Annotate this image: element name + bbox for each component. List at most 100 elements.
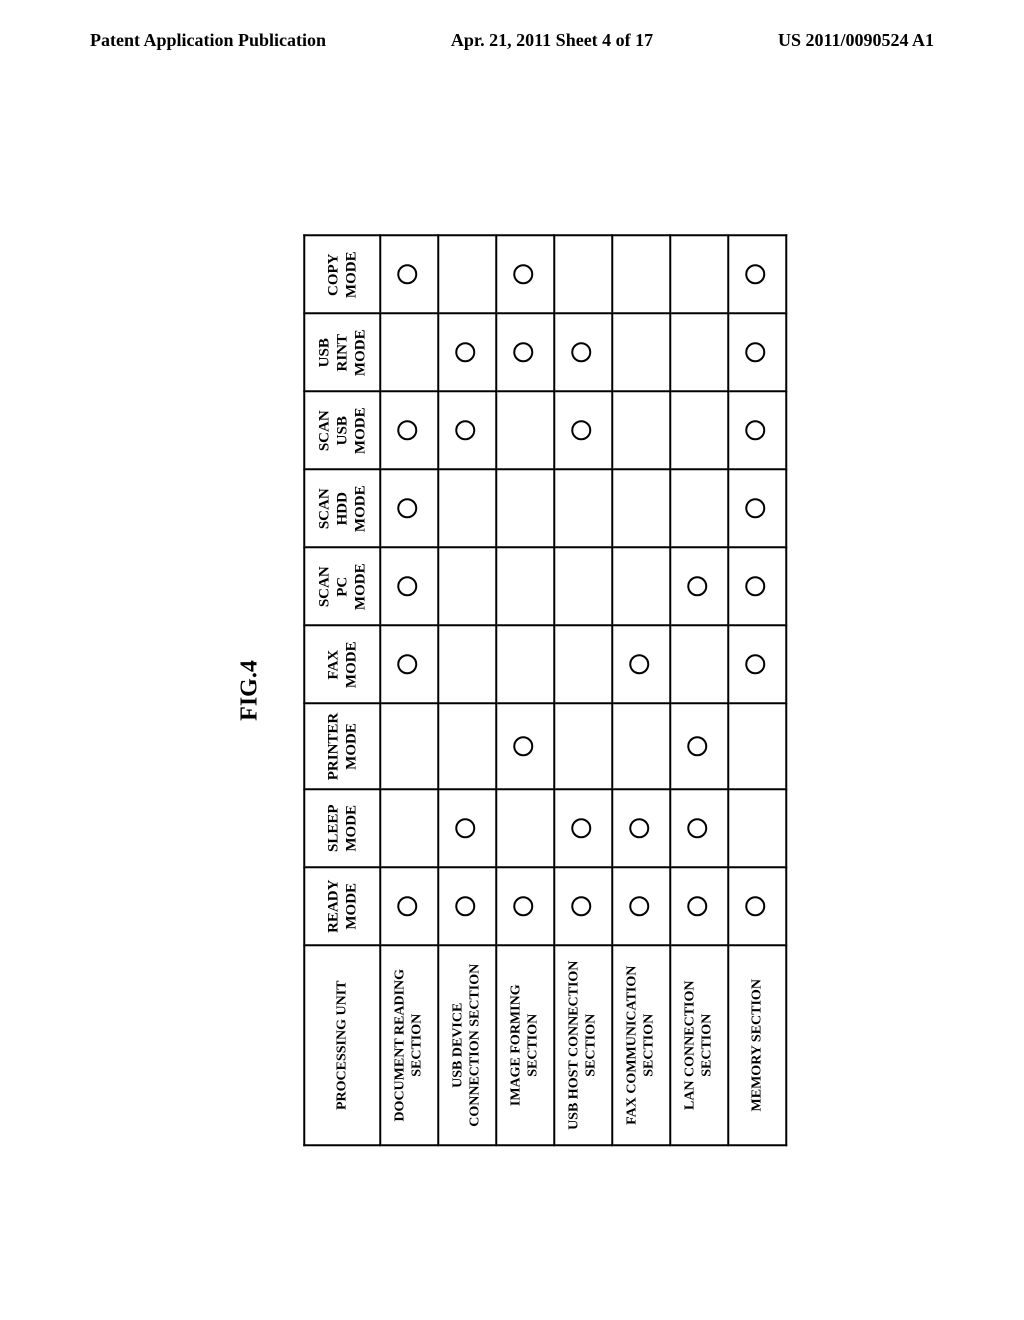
circle-mark-icon — [455, 342, 475, 362]
row-header: USB HOST CONNECTION SECTION — [554, 945, 612, 1145]
table-body: DOCUMENT READING SECTIONUSB DEVICE CONNE… — [380, 235, 786, 1145]
table-cell — [380, 235, 438, 313]
circle-mark-icon — [571, 342, 591, 362]
circle-mark-icon — [455, 896, 475, 916]
col-header: SCAN USB MODE — [304, 391, 380, 469]
col-header: COPY MODE — [304, 235, 380, 313]
table-cell — [612, 547, 670, 625]
table-cell — [670, 703, 728, 789]
circle-mark-icon — [687, 576, 707, 596]
circle-mark-icon — [397, 420, 417, 440]
table-cell — [612, 391, 670, 469]
circle-mark-icon — [513, 264, 533, 284]
table-cell — [612, 703, 670, 789]
circle-mark-icon — [513, 736, 533, 756]
circle-mark-icon — [629, 818, 649, 838]
col-header: PRINTER MODE — [304, 703, 380, 789]
table-cell — [728, 469, 786, 547]
col-header: SCAN PC MODE — [304, 547, 380, 625]
corner-header: PROCESSING UNIT — [304, 945, 380, 1145]
circle-mark-icon — [745, 342, 765, 362]
table-cell — [554, 703, 612, 789]
rotated-figure: FIG.4 PROCESSING UNIT READY MODE SLEEP M… — [236, 234, 787, 1146]
row-header: DOCUMENT READING SECTION — [380, 945, 438, 1145]
row-header: IMAGE FORMING SECTION — [496, 945, 554, 1145]
circle-mark-icon — [687, 736, 707, 756]
circle-mark-icon — [571, 896, 591, 916]
header-left: Patent Application Publication — [90, 30, 326, 51]
table-cell — [670, 313, 728, 391]
table-cell — [728, 391, 786, 469]
table-cell — [670, 469, 728, 547]
table-cell — [438, 789, 496, 867]
table-row: USB DEVICE CONNECTION SECTION — [438, 235, 496, 1145]
table-cell — [438, 547, 496, 625]
table-cell — [496, 789, 554, 867]
circle-mark-icon — [687, 818, 707, 838]
circle-mark-icon — [687, 896, 707, 916]
page-header: Patent Application Publication Apr. 21, … — [0, 0, 1024, 61]
circle-mark-icon — [397, 896, 417, 916]
table-cell — [438, 625, 496, 703]
circle-mark-icon — [745, 576, 765, 596]
circle-mark-icon — [397, 654, 417, 674]
table-cell — [728, 789, 786, 867]
table-cell — [496, 391, 554, 469]
figure-content: FIG.4 PROCESSING UNIT READY MODE SLEEP M… — [0, 140, 1024, 1240]
circle-mark-icon — [745, 420, 765, 440]
table-cell — [670, 547, 728, 625]
col-header: USB RINT MODE — [304, 313, 380, 391]
circle-mark-icon — [397, 498, 417, 518]
table-cell — [728, 313, 786, 391]
table-cell — [438, 703, 496, 789]
table-cell — [554, 469, 612, 547]
table-cell — [496, 625, 554, 703]
circle-mark-icon — [745, 264, 765, 284]
table-cell — [670, 625, 728, 703]
circle-mark-icon — [745, 654, 765, 674]
table-cell — [612, 789, 670, 867]
table-cell — [670, 867, 728, 945]
header-right: US 2011/0090524 A1 — [778, 30, 934, 51]
table-cell — [670, 235, 728, 313]
circle-mark-icon — [745, 498, 765, 518]
table-cell — [612, 469, 670, 547]
table-cell — [496, 469, 554, 547]
table-cell — [554, 313, 612, 391]
header-center: Apr. 21, 2011 Sheet 4 of 17 — [451, 30, 653, 51]
col-header: READY MODE — [304, 867, 380, 945]
circle-mark-icon — [629, 654, 649, 674]
col-header: FAX MODE — [304, 625, 380, 703]
circle-mark-icon — [455, 818, 475, 838]
table-row: FAX COMMUNICATION SECTION — [612, 235, 670, 1145]
table-cell — [438, 235, 496, 313]
table-cell — [554, 789, 612, 867]
table-cell — [554, 547, 612, 625]
row-header: FAX COMMUNICATION SECTION — [612, 945, 670, 1145]
table-row: USB HOST CONNECTION SECTION — [554, 235, 612, 1145]
table-cell — [728, 235, 786, 313]
table-cell — [554, 867, 612, 945]
table-cell — [612, 235, 670, 313]
table-row: DOCUMENT READING SECTION — [380, 235, 438, 1145]
table-cell — [380, 469, 438, 547]
table-cell — [380, 867, 438, 945]
col-header: SLEEP MODE — [304, 789, 380, 867]
table-cell — [496, 313, 554, 391]
mode-table: PROCESSING UNIT READY MODE SLEEP MODE PR… — [303, 234, 787, 1146]
table-row: MEMORY SECTION — [728, 235, 786, 1145]
table-cell — [496, 547, 554, 625]
table-cell — [496, 235, 554, 313]
table-cell — [380, 391, 438, 469]
table-cell — [612, 313, 670, 391]
col-header: SCAN HDD MODE — [304, 469, 380, 547]
table-cell — [380, 547, 438, 625]
table-header-row: PROCESSING UNIT READY MODE SLEEP MODE PR… — [304, 235, 380, 1145]
table-cell — [670, 391, 728, 469]
circle-mark-icon — [571, 420, 591, 440]
table-cell — [496, 703, 554, 789]
table-cell — [496, 867, 554, 945]
table-cell — [380, 313, 438, 391]
row-header: MEMORY SECTION — [728, 945, 786, 1145]
table-cell — [438, 313, 496, 391]
